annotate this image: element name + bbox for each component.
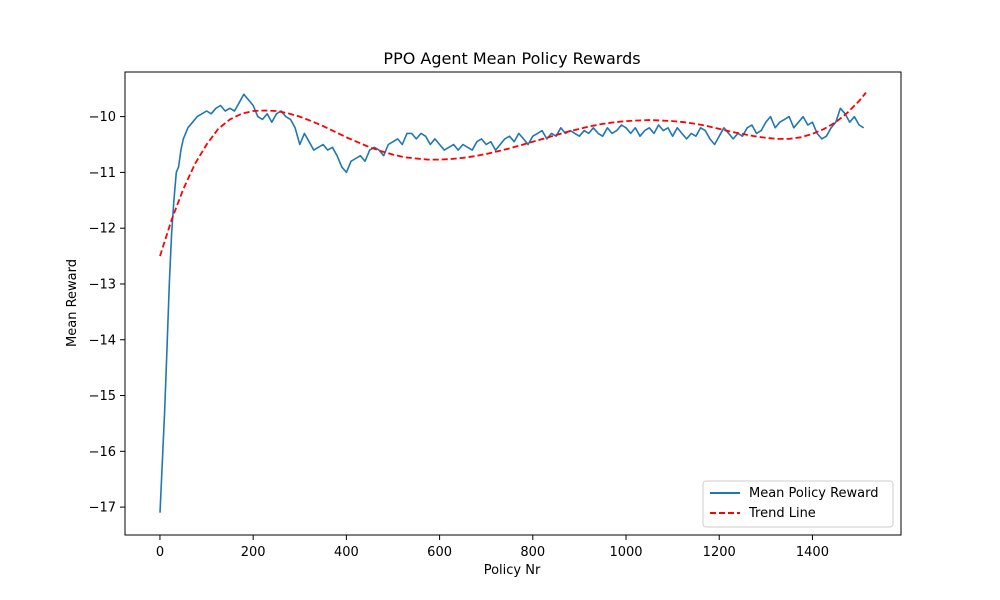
y-tick-label: −10 <box>89 110 116 125</box>
series-line-trend-line <box>159 92 867 257</box>
legend-box <box>702 480 894 528</box>
plot-area <box>125 72 901 535</box>
y-tick-label: −12 <box>89 222 116 237</box>
x-tick-label: 600 <box>427 545 452 560</box>
y-tick-label: −16 <box>89 445 116 460</box>
y-tick-label: −11 <box>89 166 116 181</box>
chart-title: PPO Agent Mean Policy Rewards <box>383 49 640 68</box>
x-tick-label: 1400 <box>796 545 829 560</box>
x-tick-label: 1000 <box>609 545 642 560</box>
x-axis: 0 200 400 600 800 1000 1200 1400 <box>156 535 829 560</box>
legend: Mean Policy Reward Trend Line <box>702 480 894 528</box>
series-line-mean-policy-reward <box>159 93 865 513</box>
y-tick-label: −13 <box>89 277 116 292</box>
y-tick-label: −17 <box>89 501 116 516</box>
x-axis-label: Policy Nr <box>484 563 541 578</box>
y-axis-label: Mean Reward <box>65 259 80 347</box>
y-tick-label: −14 <box>89 333 116 348</box>
y-tick-label: −15 <box>89 389 116 404</box>
x-tick-label: 200 <box>241 545 266 560</box>
y-axis: −17 −16 −15 −14 −13 −12 −11 −10 <box>89 110 125 516</box>
legend-label-mean-policy-reward: Mean Policy Reward <box>749 486 879 501</box>
x-tick-label: 800 <box>520 545 545 560</box>
x-tick-label: 400 <box>334 545 359 560</box>
x-tick-label: 0 <box>156 545 164 560</box>
series-layer <box>159 92 867 513</box>
legend-label-trend-line: Trend Line <box>748 506 816 521</box>
x-tick-label: 1200 <box>703 545 736 560</box>
plot-frame <box>124 71 902 536</box>
